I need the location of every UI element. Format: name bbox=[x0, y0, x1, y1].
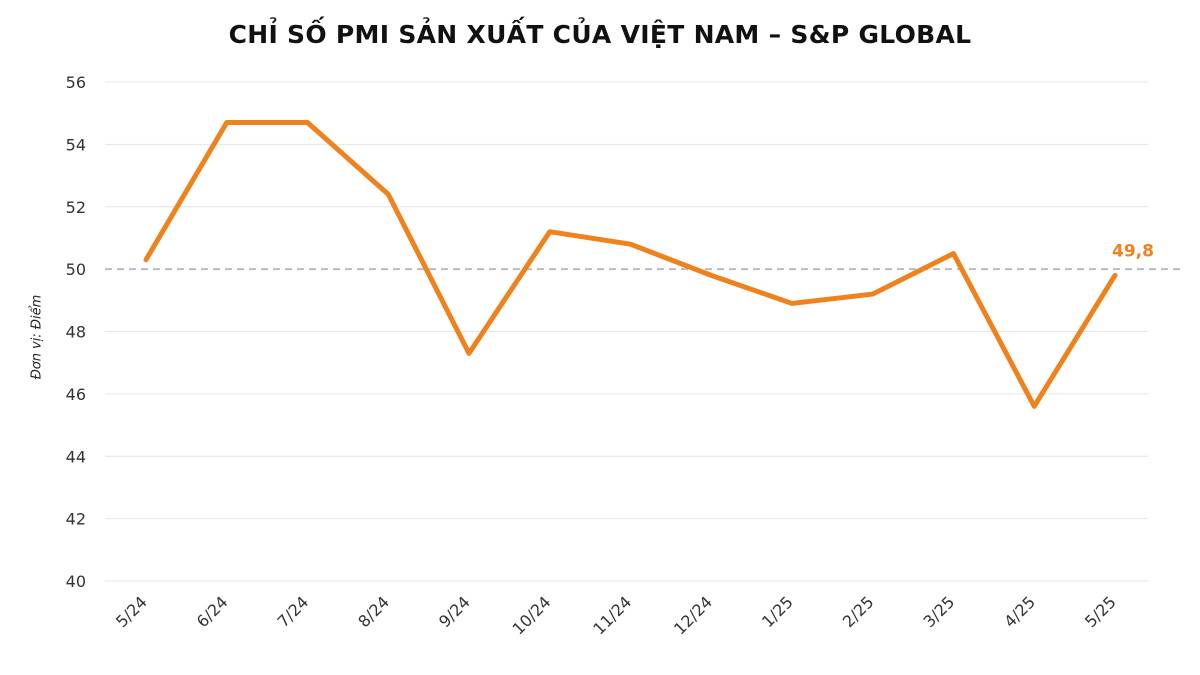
data-label: 49,8 bbox=[1112, 241, 1154, 261]
x-tick-label: 7/24 bbox=[273, 592, 312, 631]
x-tick-label: 5/25 bbox=[1081, 592, 1120, 631]
y-tick-label: 50 bbox=[66, 260, 86, 279]
x-tick-label: 11/24 bbox=[589, 592, 635, 638]
y-tick-label: 46 bbox=[66, 385, 86, 404]
x-tick-label: 8/24 bbox=[354, 592, 393, 631]
x-tick-label: 6/24 bbox=[193, 592, 232, 631]
x-tick-label: 10/24 bbox=[509, 592, 555, 638]
y-tick-label: 44 bbox=[66, 447, 86, 466]
y-tick-label: 54 bbox=[66, 135, 86, 154]
y-tick-label: 40 bbox=[66, 572, 86, 591]
data-labels: 49,8 bbox=[1112, 241, 1154, 261]
y-tick-label: 52 bbox=[66, 198, 86, 217]
x-tick-label: 12/24 bbox=[670, 592, 716, 638]
chart-title: CHỈ SỐ PMI SẢN XUẤT CỦA VIỆT NAM – S&P G… bbox=[228, 20, 972, 49]
pmi-series-line bbox=[143, 120, 1118, 409]
x-tick-label: 3/25 bbox=[919, 592, 958, 631]
x-tick-label: 2/25 bbox=[839, 592, 878, 631]
gridlines bbox=[105, 81, 1148, 582]
y-tick-label: 56 bbox=[66, 73, 86, 92]
x-tick-label: 4/25 bbox=[1000, 592, 1039, 631]
x-tick-label: 1/25 bbox=[758, 592, 797, 631]
y-tick-label: 48 bbox=[66, 323, 86, 342]
y-tick-labels: 40 42 44 46 48 50 52 54 56 bbox=[66, 73, 86, 591]
x-tick-labels: 5/24 6/24 7/24 8/24 9/24 10/24 11/24 12/24 1/25 2… bbox=[112, 592, 1120, 638]
x-tick-label: 9/24 bbox=[435, 592, 474, 631]
y-tick-label: 42 bbox=[66, 510, 86, 529]
x-tick-label: 5/24 bbox=[112, 592, 151, 631]
